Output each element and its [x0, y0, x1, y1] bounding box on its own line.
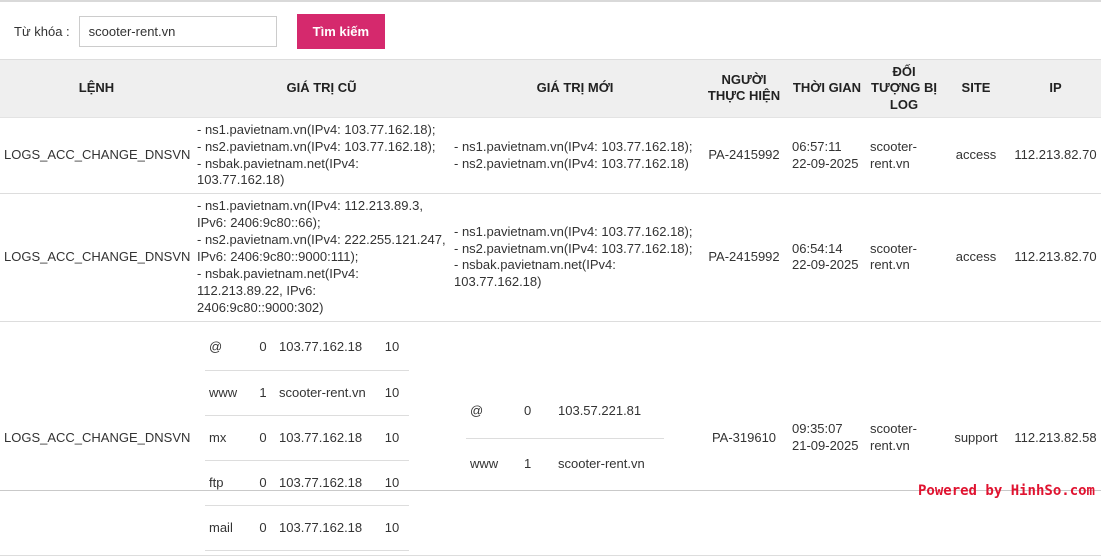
search-bar: Từ khóa : Tìm kiếm	[0, 2, 1101, 59]
command-cell: LOGS_ACC_CHANGE_DNSVN	[0, 117, 193, 195]
user-cell: PA-319610	[700, 321, 788, 556]
record-host: @	[466, 386, 520, 439]
record-flag: 1	[251, 370, 275, 417]
record-ttl: 10	[375, 505, 409, 552]
new-value-cell: @ 0 103.57.221.81 www 1 scooter-rent.vn	[450, 321, 700, 556]
logs-table: LỆNH GIÁ TRỊ CŨ GIÁ TRỊ MỚI NGƯỜI THỰC H…	[0, 59, 1101, 556]
record-host: ftp	[205, 460, 251, 507]
site-cell: access	[942, 117, 1010, 195]
ip-cell: 112.213.82.70	[1010, 193, 1101, 322]
dns-line: - ns1.pavietnam.vn(IPv4: 103.77.162.18);	[454, 223, 693, 239]
record-flag: 0	[251, 325, 275, 372]
dns-line: - ns1.pavietnam.vn(IPv4: 112.213.89.3, I…	[197, 198, 423, 231]
col-header-command: LỆNH	[0, 59, 193, 118]
logged-object-cell: scooter-rent.vn	[866, 117, 942, 195]
record-value: 103.77.162.18	[275, 415, 375, 462]
col-header-old-value: GIÁ TRỊ CŨ	[193, 59, 450, 118]
record-host: www	[205, 370, 251, 417]
new-records-table: @ 0 103.57.221.81 www 1 scooter-rent.vn	[466, 386, 664, 491]
table-row: LOGS_ACC_CHANGE_DNSVN @ 0 103.77.162.18 …	[0, 321, 1101, 556]
record-value: 103.77.162.18	[275, 505, 375, 552]
dns-line: - nsbak.pavietnam.net(IPv4: 112.213.89.2…	[197, 265, 359, 315]
record-host: mx	[205, 415, 251, 462]
record-host: @	[205, 325, 251, 372]
record-row: @ 0 103.57.221.81	[466, 386, 664, 439]
record-row: www 1 scooter-rent.vn	[466, 438, 664, 491]
logged-object-cell: scooter-rent.vn	[866, 321, 942, 556]
record-row: mail 0 103.77.162.18 10	[205, 505, 409, 552]
record-flag: 1	[520, 438, 554, 491]
command-cell: LOGS_ACC_CHANGE_DNSVN	[0, 321, 193, 556]
record-ttl: 10	[375, 325, 409, 372]
logged-object-cell: scooter-rent.vn	[866, 193, 942, 322]
record-host: mail	[205, 505, 251, 552]
new-value-cell: - ns1.pavietnam.vn(IPv4: 103.77.162.18);…	[450, 193, 700, 322]
footer-divider	[0, 490, 1101, 491]
old-records-table: @ 0 103.77.162.18 10 www 1 scooter-rent.…	[205, 325, 409, 552]
record-flag: 0	[251, 415, 275, 462]
col-header-ip: IP	[1010, 59, 1101, 118]
record-value: 103.77.162.18	[275, 460, 375, 507]
dns-line: - nsbak.pavietnam.net(IPv4: 103.77.162.1…	[197, 155, 359, 188]
search-input[interactable]	[78, 15, 277, 47]
dns-line: - ns1.pavietnam.vn(IPv4: 103.77.162.18);	[197, 121, 436, 137]
command-cell: LOGS_ACC_CHANGE_DNSVN	[0, 193, 193, 322]
ip-cell: 112.213.82.58	[1010, 321, 1101, 556]
user-cell: PA-2415992	[700, 193, 788, 322]
time-cell: 06:54:14 22-09-2025	[788, 193, 866, 322]
site-cell: support	[942, 321, 1010, 556]
record-row: mx 0 103.77.162.18 10	[205, 415, 409, 462]
table-row: LOGS_ACC_CHANGE_DNSVN - ns1.pavietnam.vn…	[0, 117, 1101, 195]
dns-line: - ns2.pavietnam.vn(IPv4: 222.255.121.247…	[197, 232, 446, 264]
record-row: www 1 scooter-rent.vn 10	[205, 370, 409, 417]
user-cell: PA-2415992	[700, 117, 788, 195]
new-value-cell: - ns1.pavietnam.vn(IPv4: 103.77.162.18);…	[450, 117, 700, 195]
table-header-row: LỆNH GIÁ TRỊ CŨ GIÁ TRỊ MỚI NGƯỜI THỰC H…	[0, 59, 1101, 118]
dns-line: - ns2.pavietnam.vn(IPv4: 103.77.162.18);	[454, 240, 693, 256]
ip-cell: 112.213.82.70	[1010, 117, 1101, 195]
col-header-logged-object: ĐỐI TƯỢNG BỊ LOG	[866, 59, 942, 118]
time-cell: 06:57:11 22-09-2025	[788, 117, 866, 195]
search-button[interactable]: Tìm kiếm	[296, 13, 386, 49]
col-header-time: THỜI GIAN	[788, 59, 866, 118]
record-flag: 0	[520, 386, 554, 439]
old-value-cell: @ 0 103.77.162.18 10 www 1 scooter-rent.…	[193, 321, 450, 556]
old-value-cell: - ns1.pavietnam.vn(IPv4: 112.213.89.3, I…	[193, 193, 450, 322]
dns-line: - nsbak.pavietnam.net(IPv4: 103.77.162.1…	[454, 257, 616, 290]
record-ttl: 10	[375, 370, 409, 417]
record-value: 103.77.162.18	[275, 325, 375, 372]
table-row: LOGS_ACC_CHANGE_DNSVN - ns1.pavietnam.vn…	[0, 193, 1101, 322]
time-cell: 09:35:07 21-09-2025	[788, 321, 866, 556]
record-value: 103.57.221.81	[554, 386, 664, 439]
search-label: Từ khóa :	[14, 23, 70, 39]
record-value: scooter-rent.vn	[554, 438, 664, 491]
col-header-site: SITE	[942, 59, 1010, 118]
col-header-new-value: GIÁ TRỊ MỚI	[450, 59, 700, 118]
record-ttl: 10	[375, 415, 409, 462]
record-flag: 0	[251, 505, 275, 552]
col-header-user: NGƯỜI THỰC HIỆN	[700, 59, 788, 118]
dns-line: - ns2.pavietnam.vn(IPv4: 103.77.162.18)	[454, 155, 689, 171]
record-value: scooter-rent.vn	[275, 370, 375, 417]
dns-line: - ns1.pavietnam.vn(IPv4: 103.77.162.18);	[454, 138, 693, 154]
dns-line: - ns2.pavietnam.vn(IPv4: 103.77.162.18);	[197, 138, 436, 154]
site-cell: access	[942, 193, 1010, 322]
old-value-cell: - ns1.pavietnam.vn(IPv4: 103.77.162.18);…	[193, 117, 450, 195]
powered-by-link[interactable]: Powered by HinhSo.com	[917, 483, 1095, 499]
record-host: www	[466, 438, 520, 491]
record-row: @ 0 103.77.162.18 10	[205, 325, 409, 372]
